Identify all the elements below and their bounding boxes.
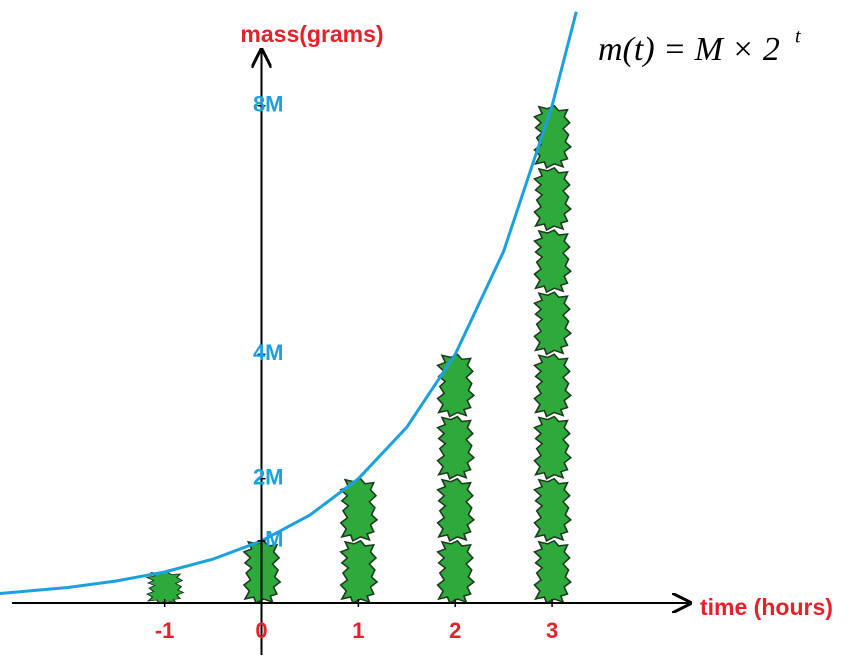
y-tick-label: 2M (253, 465, 284, 490)
mold-blob (339, 539, 379, 605)
formula-exponent: t (795, 26, 801, 48)
mold-blob (436, 415, 476, 480)
mold-blob (533, 353, 572, 418)
x-tick-label: 1 (352, 618, 364, 643)
mold-blob (533, 229, 572, 294)
mold-blob (436, 539, 476, 605)
mold-blob (533, 539, 572, 605)
mold-blob (533, 104, 572, 169)
mold-blob (533, 415, 572, 480)
mold-blob (533, 477, 572, 542)
x-tick-label: 3 (546, 618, 558, 643)
y-tick-label: 4M (253, 340, 284, 365)
mold-blob (339, 477, 379, 542)
mold-blob (533, 291, 572, 356)
x-axis-title: time (hours) (700, 594, 833, 620)
mold-blob (436, 477, 476, 542)
x-tick-label: -1 (155, 618, 175, 643)
x-tick-label: 2 (449, 618, 461, 643)
mold-blob (436, 353, 476, 418)
x-tick-label: 0 (255, 618, 267, 643)
mold-blob (533, 166, 572, 232)
plot: -1 0 1 2 3 M 2M 4M 8M (0, 11, 690, 655)
formula: m(t) = M × 2 (598, 31, 780, 68)
y-tick-label: 8M (253, 92, 284, 117)
y-axis-title: mass(grams) (240, 21, 383, 47)
y-tick-label: M (265, 527, 283, 552)
growth-curve (0, 11, 578, 595)
mold-blob (145, 571, 185, 604)
